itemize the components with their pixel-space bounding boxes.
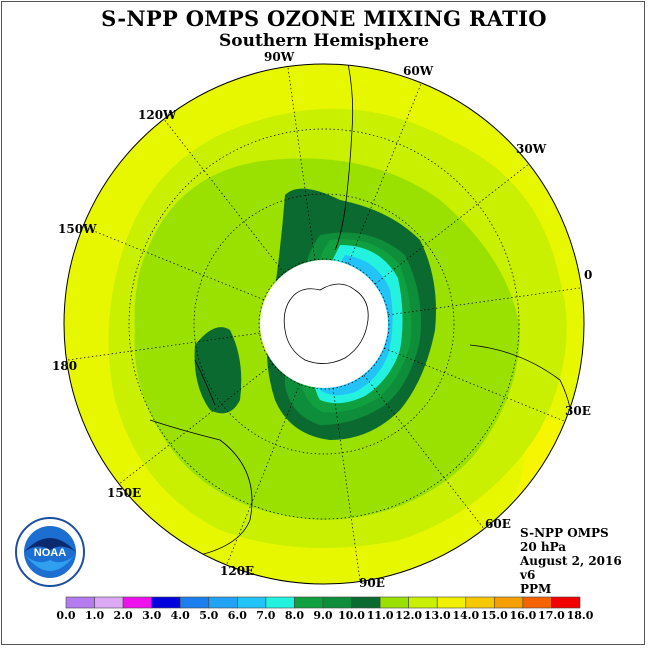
meridian-line — [225, 384, 300, 568]
colorbar-swatch — [408, 596, 438, 609]
colorbar-swatch — [179, 596, 210, 609]
new-zealand-coast — [194, 359, 216, 406]
colorbar-swatch — [551, 596, 581, 609]
lon-label-0: 0 — [584, 268, 593, 282]
meridian-line — [287, 64, 316, 260]
meridian-line — [384, 348, 568, 423]
lon-label-30e: 30E — [565, 404, 591, 418]
lon-label-150e: 150E — [107, 486, 142, 500]
colorbar-tick-label: 9.0 — [313, 609, 333, 622]
colorbar-tick-label: 13.0 — [423, 609, 451, 622]
colorbar-tick-label: 15.0 — [480, 609, 508, 622]
colorbar-swatch — [351, 596, 381, 609]
figure-title: S-NPP OMPS OZONE MIXING RATIO — [101, 6, 547, 31]
lon-label-90e: 90E — [359, 576, 385, 590]
australia-coast — [149, 419, 253, 556]
meridian-line — [332, 388, 361, 584]
polar-data-gap — [260, 260, 388, 388]
info-pressure: 20 hPa — [520, 540, 567, 554]
colorbar-tick-label: 18.0 — [566, 609, 594, 622]
colorbar-tick-label: 8.0 — [284, 609, 305, 622]
colorbar-swatch — [465, 596, 495, 609]
colorbar — [65, 596, 581, 609]
colorbar-swatch — [436, 596, 467, 609]
colorbar-swatch — [522, 596, 552, 609]
map-disk-border — [63, 63, 585, 585]
graticule — [128, 128, 520, 520]
lon-label-180: 180 — [52, 359, 78, 373]
info-block: S-NPP OMPS 20 hPa August 2, 2016 v6 PPM — [520, 526, 622, 596]
info-units: PPM — [520, 582, 552, 596]
info-date: August 2, 2016 — [520, 554, 622, 568]
colorbar-swatch — [208, 596, 238, 609]
meridian-line — [363, 375, 486, 531]
lon-label-150w: 150W — [58, 222, 97, 236]
info-instrument: S-NPP OMPS — [520, 526, 609, 540]
meridian-line — [162, 117, 285, 273]
colorbar-tick-label: 7.0 — [256, 609, 276, 622]
colorbar-tick-label: 5.0 — [199, 609, 219, 622]
colorbar-swatch — [151, 596, 181, 609]
lon-label-90w: 90W — [264, 50, 295, 64]
contour-10-west — [194, 327, 242, 414]
colorbar-swatch — [494, 596, 524, 609]
colorbar-swatch — [265, 596, 295, 609]
colorbar-tick-label: 4.0 — [170, 609, 190, 622]
colorbar-tick-label: 11.0 — [366, 609, 394, 622]
lon-label-120e: 120E — [220, 564, 255, 578]
colorbar-tick-label: 3.0 — [142, 609, 162, 622]
colorbar-tick-label: 2.0 — [113, 609, 133, 622]
lon-label-120w: 120W — [138, 108, 177, 122]
noaa-logo-icon: NOAA — [15, 517, 85, 587]
colorbar-swatch — [94, 596, 124, 609]
colorbar-tick-label: 6.0 — [227, 609, 247, 622]
colorbar-swatch — [379, 596, 409, 609]
colorbar-tick-label: 12.0 — [395, 609, 423, 622]
logo-text: NOAA — [34, 547, 66, 559]
colorbar-swatch — [122, 596, 152, 609]
south-america-coast — [334, 64, 354, 251]
colorbar-tick-label: 16.0 — [509, 609, 537, 622]
meridian-line — [117, 363, 273, 486]
info-version: v6 — [520, 568, 536, 582]
colorbar-swatch — [322, 596, 352, 609]
figure-subtitle: Southern Hemisphere — [219, 31, 429, 51]
lon-label-30w: 30W — [516, 142, 547, 156]
meridian-line — [348, 80, 423, 264]
colorbar-swatch — [237, 596, 267, 609]
colorbar-tick-label: 14.0 — [452, 609, 480, 622]
colorbar-swatch — [294, 596, 324, 609]
lon-label-60w: 60W — [403, 64, 434, 78]
colorbar-tick-label: 0.0 — [56, 609, 76, 622]
meridian-line — [388, 287, 584, 316]
meridian-line — [375, 162, 531, 285]
meridian-lines — [64, 64, 584, 584]
meridian-line — [64, 332, 260, 361]
colorbar-tick-label: 10.0 — [338, 609, 365, 622]
colorbar-tick-label: 17.0 — [538, 609, 565, 622]
antarctica-coast — [283, 283, 369, 364]
lon-label-60e: 60E — [485, 517, 511, 531]
colorbar-swatch — [65, 596, 95, 609]
colorbar-tick-label: 1.0 — [84, 609, 105, 622]
meridian-line — [80, 225, 264, 300]
